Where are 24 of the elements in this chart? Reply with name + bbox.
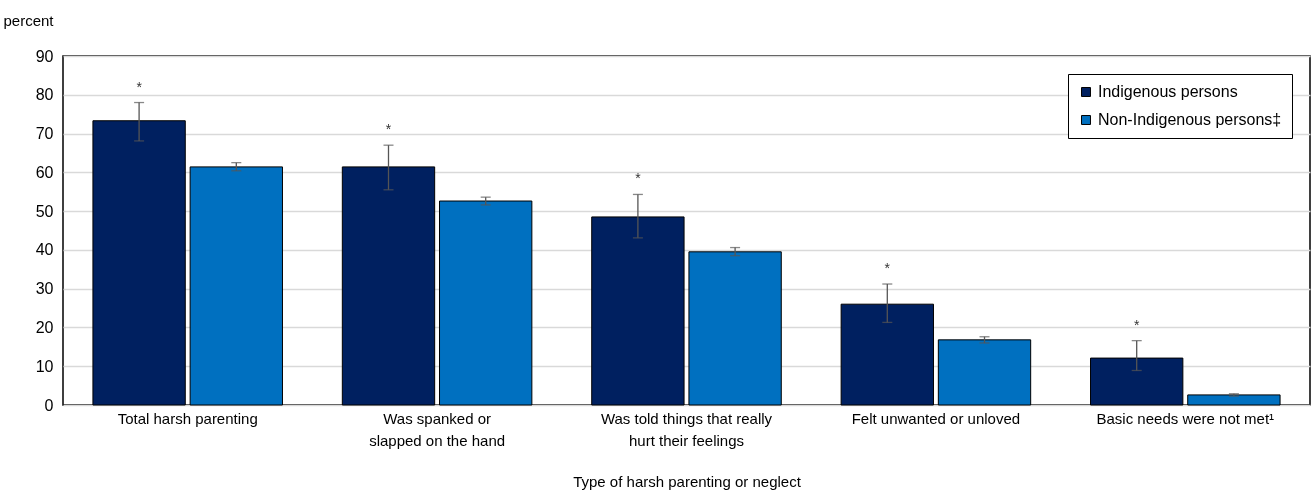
y-tick-label: 10: [35, 357, 54, 375]
x-tick-label: Felt unwanted or unloved: [851, 409, 1021, 427]
legend-label: Indigenous persons: [1098, 83, 1238, 100]
x-tick-label: Was told things that really hurt their feelings: [600, 409, 773, 449]
x-tick-label: Total harsh parenting: [117, 409, 258, 427]
legend-label: Non-Indigenous persons‡: [1098, 111, 1282, 128]
x-tick-label: Was spanked or slapped on the hand: [369, 409, 506, 449]
y-tick-label: 50: [35, 202, 54, 220]
annotation: *: [385, 121, 392, 138]
annotation: *: [136, 78, 143, 95]
y-tick-label: 30: [35, 280, 54, 298]
y-tick-label: 0: [44, 396, 54, 414]
y-axis-title: percent: [3, 11, 55, 29]
y-tick-label: 70: [35, 125, 54, 143]
annotation: *: [884, 260, 891, 277]
y-tick-label: 40: [35, 241, 54, 259]
annotation: *: [1133, 316, 1140, 333]
x-tick-label: Basic needs were not met¹: [1096, 409, 1275, 427]
y-tick-label: 80: [35, 86, 54, 104]
annotation: *: [635, 170, 642, 187]
x-axis-title: Type of harsh parenting or neglect: [573, 472, 802, 490]
y-tick-label: 90: [35, 47, 54, 65]
y-tick-label: 20: [35, 318, 54, 336]
y-tick-label: 60: [35, 163, 54, 181]
